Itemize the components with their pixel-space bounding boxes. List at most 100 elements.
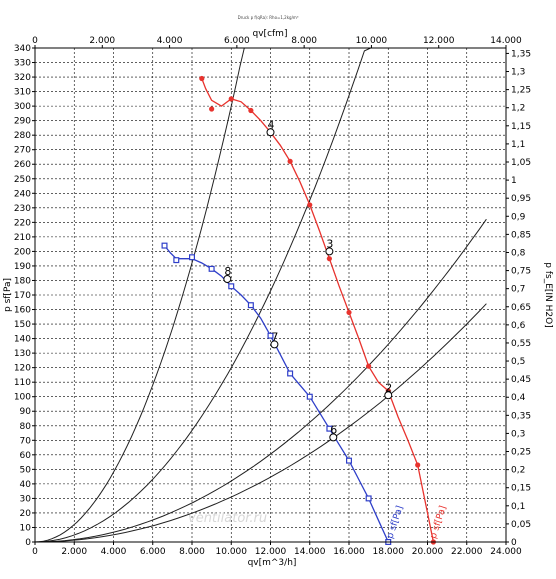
- left-tick-label: 290: [14, 117, 31, 127]
- right-tick-label: 1: [511, 176, 517, 186]
- top-tick-label: 10.000: [356, 36, 388, 46]
- right-y-ticks: 0 0,05 0,1 0,15 0,2 0,25 0,3 0,35 0,4 0,45 0,5 0,55…: [506, 49, 531, 548]
- left-tick-label: 210: [14, 233, 31, 243]
- bottom-tick-label: 4.000: [101, 547, 127, 557]
- left-tick-label: 100: [14, 393, 31, 403]
- left-tick-label: 50: [20, 465, 32, 475]
- bottom-tick-label: 2.000: [61, 547, 87, 557]
- operating-points: 4 3 2 8 7 6: [223, 118, 393, 442]
- right-tick-label: 0,65: [511, 303, 531, 313]
- bottom-tick-label: 6.000: [140, 547, 166, 557]
- bottom-tick-label: 16.000: [333, 547, 365, 557]
- bottom-tick-label: 0: [32, 547, 38, 557]
- fan-curve-point: [209, 106, 215, 112]
- fan-curve-point: [248, 107, 254, 114]
- top-tick-label: 2.000: [89, 36, 115, 46]
- operating-point-marker: [384, 391, 393, 400]
- left-tick-label: 40: [20, 480, 32, 490]
- left-tick-label: 250: [14, 175, 31, 185]
- operating-point-label: 2: [385, 381, 392, 394]
- right-tick-label: 0,55: [511, 339, 531, 349]
- operating-point-marker: [266, 128, 275, 137]
- fan-curve-point: [307, 202, 313, 208]
- right-tick-label: 0,6: [511, 321, 526, 331]
- right-y-axis-title: p fs_E[IN H2O]: [543, 262, 553, 327]
- operating-point-label: 8: [224, 265, 231, 278]
- right-tick-label: 0,1: [511, 502, 525, 512]
- top-tick-label: 12.000: [423, 36, 455, 46]
- right-tick-label: 0,75: [511, 267, 531, 277]
- bottom-tick-label: 20.000: [412, 547, 444, 557]
- right-tick-label: 1,05: [511, 158, 531, 168]
- right-tick-label: 1,15: [511, 122, 531, 132]
- watermark: ventilator.ru: [188, 511, 267, 526]
- right-tick-label: 0,8: [511, 248, 526, 258]
- right-tick-label: 0,4: [511, 393, 526, 403]
- left-tick-label: 340: [14, 44, 31, 54]
- right-tick-label: 0,9: [511, 212, 526, 222]
- top-tick-label: 6.000: [224, 36, 250, 46]
- left-tick-label: 150: [14, 320, 31, 330]
- right-tick-label: 0,95: [511, 194, 531, 204]
- fan-curve-point: [228, 96, 234, 102]
- top-x-ticks: 0 2.000 4.000 6.000 8.000 10.000 12.000 14.000: [32, 36, 522, 48]
- top-tick-label: 14.000: [490, 36, 522, 46]
- bottom-tick-label: 22.000: [451, 547, 483, 557]
- left-tick-label: 90: [20, 407, 32, 417]
- grid: [35, 48, 506, 542]
- left-tick-label: 310: [14, 88, 31, 98]
- bottom-x-axis-title: qv[m^3/h]: [248, 558, 297, 568]
- left-tick-label: 140: [14, 335, 31, 345]
- left-tick-label: 260: [14, 160, 31, 170]
- bottom-tick-label: 14.000: [294, 547, 326, 557]
- left-tick-label: 80: [20, 422, 32, 432]
- left-tick-label: 120: [14, 364, 31, 374]
- left-tick-label: 300: [14, 102, 31, 112]
- left-tick-label: 200: [14, 247, 31, 257]
- left-tick-label: 30: [20, 494, 32, 504]
- right-tick-label: 0,15: [511, 484, 531, 494]
- fan-curve-point: [173, 257, 180, 264]
- left-tick-label: 60: [20, 451, 32, 461]
- top-tick-label: 8.000: [291, 36, 317, 46]
- operating-point-marker: [270, 340, 279, 349]
- fan-curve-point: [199, 75, 205, 82]
- bottom-tick-label: 10.000: [216, 547, 248, 557]
- right-tick-label: 0: [511, 538, 517, 548]
- curve-label: p sf[Pa]: [429, 505, 449, 540]
- left-tick-label: 170: [14, 291, 31, 301]
- left-tick-label: 20: [20, 509, 32, 519]
- right-tick-label: 0,25: [511, 448, 531, 458]
- right-tick-label: 0,5: [511, 357, 525, 367]
- system-curve: [34, 47, 408, 543]
- left-tick-label: 190: [14, 262, 31, 272]
- operating-point-label: 6: [330, 423, 337, 436]
- right-tick-label: 0,85: [511, 230, 531, 240]
- left-tick-label: 280: [14, 131, 31, 141]
- fan-curve-line: [201, 78, 435, 543]
- left-y-axis-title: p sf[Pa]: [3, 278, 13, 312]
- left-tick-label: 220: [14, 218, 31, 228]
- fan-curve-point: [247, 302, 254, 309]
- fan-curve-point: [365, 495, 372, 502]
- bottom-tick-label: 8.000: [179, 547, 205, 557]
- right-tick-label: 1,3: [511, 68, 525, 78]
- curve-labels: p sf[Pa] p sf[Pa]: [386, 505, 449, 540]
- right-tick-label: 0,45: [511, 375, 531, 385]
- right-tick-label: 1,25: [511, 86, 531, 96]
- fan-curve-point: [326, 256, 332, 262]
- top-x-axis-title: qv[cfm]: [253, 29, 288, 39]
- bottom-x-ticks: 0 2.000 4.000 6.000 8.000 10.000 12.000 14.000 1…: [32, 542, 522, 557]
- left-y-ticks: 0 10 20 30 40 50 60 70 80 90 100 110 120 130 140 150 160…: [14, 44, 35, 548]
- left-tick-label: 110: [14, 378, 31, 388]
- series-layer: [161, 75, 436, 545]
- fan-curve-point: [208, 265, 215, 272]
- operating-point-label: 7: [271, 330, 278, 343]
- fan-curve-point: [366, 363, 372, 369]
- left-tick-label: 330: [14, 59, 31, 69]
- left-tick-label: 70: [20, 436, 32, 446]
- right-tick-label: 0,35: [511, 411, 531, 421]
- left-tick-label: 0: [25, 538, 31, 548]
- right-tick-label: 1,1: [511, 140, 525, 150]
